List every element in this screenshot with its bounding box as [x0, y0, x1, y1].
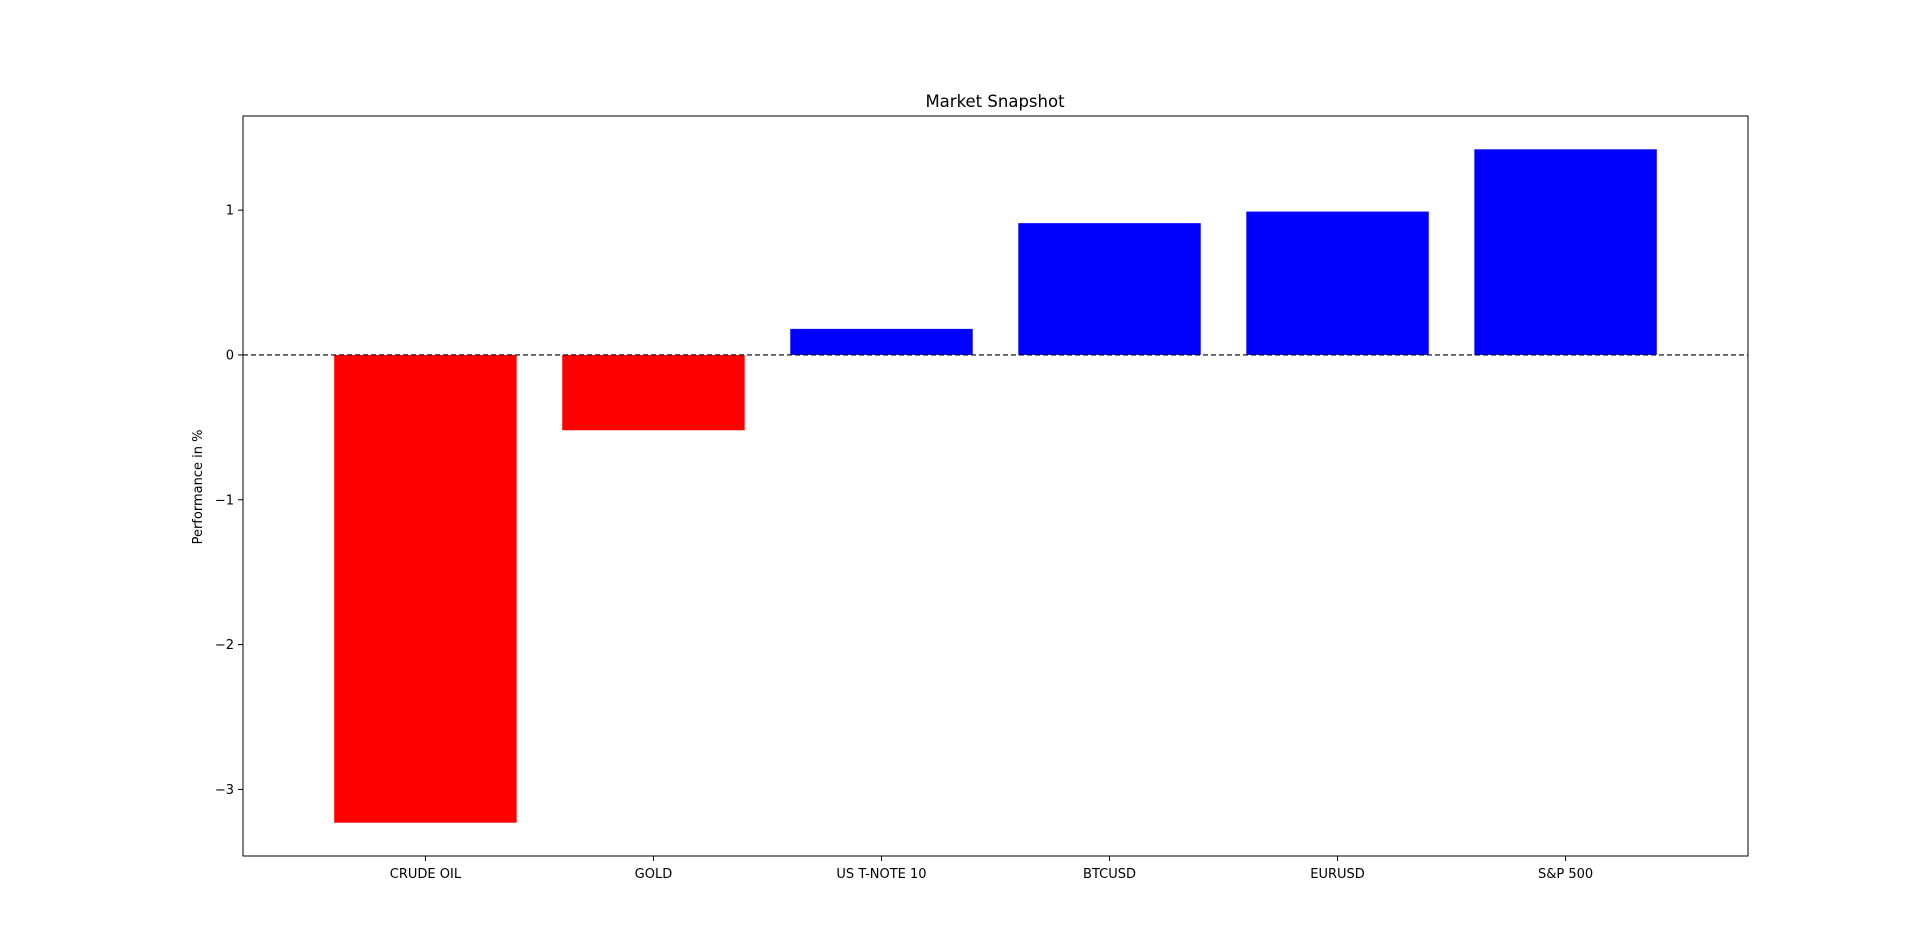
x-tick-label: GOLD	[635, 867, 673, 882]
y-ticks-layer: 1 0 −1 −2 −3	[215, 204, 243, 798]
y-tick-label: −2	[215, 638, 234, 653]
bar-crude-oil	[334, 354, 517, 823]
y-axis-label: Performance in %	[191, 430, 206, 545]
bar-s-p-500	[1474, 149, 1657, 355]
chart-title: Market Snapshot	[925, 92, 1065, 111]
bar-us-t-note-10	[790, 328, 973, 355]
bar-eurusd	[1246, 211, 1429, 355]
bar-gold	[562, 354, 745, 431]
plot-area-frame	[242, 115, 1749, 857]
bars-layer	[334, 149, 1657, 823]
x-tick-label: US T-NOTE 10	[836, 867, 926, 882]
y-tick-label: −3	[215, 783, 234, 798]
bar-btcusd	[1018, 223, 1201, 355]
y-tick-label: 0	[226, 348, 234, 363]
x-tick-label: CRUDE OIL	[390, 867, 462, 882]
x-tick-label: S&P 500	[1538, 867, 1593, 882]
x-ticks-layer: CRUDE OIL GOLD US T-NOTE 10 BTCUSD EURUSD S&P…	[390, 856, 1593, 882]
y-tick-label: 1	[226, 204, 234, 219]
x-tick-label: BTCUSD	[1083, 867, 1136, 882]
x-tick-label: EURUSD	[1310, 867, 1365, 882]
y-tick-label: −1	[215, 493, 234, 508]
